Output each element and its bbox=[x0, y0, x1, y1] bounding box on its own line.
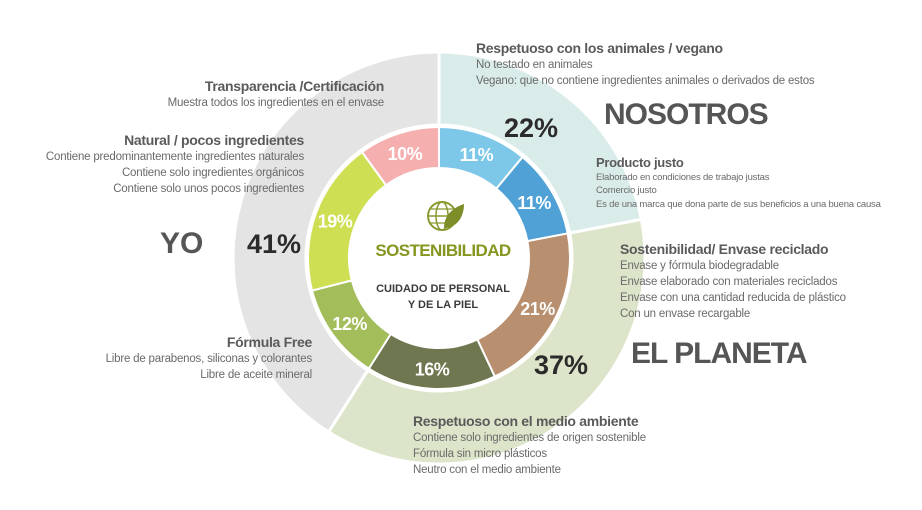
annotation-item: Contiene predominantemente ingredientes … bbox=[45, 150, 304, 163]
annotation-title: Sostenibilidad/ Envase reciclado bbox=[620, 241, 829, 257]
outer-pct-nosotros: 22% bbox=[504, 113, 559, 143]
inner-segment-label-7: 10% bbox=[388, 144, 423, 164]
annotation-item: Vegano: que no contiene ingredientes ani… bbox=[476, 74, 815, 87]
outer-segment-3 bbox=[231, 50, 441, 435]
inner-segment-label-2: 11% bbox=[517, 193, 551, 213]
annotation-item: Fórmula sin micro plásticos bbox=[413, 447, 547, 460]
annotation-item: Contiene solo ingredientes orgánicos bbox=[121, 166, 304, 179]
annotation-title: Natural / pocos ingredientes bbox=[124, 132, 304, 148]
annotation-item: No testado en animales bbox=[476, 58, 593, 71]
inner-segment-label-6: 19% bbox=[318, 212, 353, 232]
annotation-justo: Producto justo Elaborado en condiciones … bbox=[596, 155, 881, 212]
annotation-item: Neutro con el medio ambiente bbox=[413, 463, 561, 476]
inner-segment-label-4: 16% bbox=[415, 359, 450, 379]
annotation-item: Comercio justo bbox=[596, 185, 657, 197]
group-label-yo: YO bbox=[160, 227, 204, 260]
inner-segment-label-5: 12% bbox=[332, 314, 367, 334]
annotation-item: Elaborado en condiciones de trabajo just… bbox=[596, 171, 770, 183]
center-subtitle-line1: CUIDADO DE PERSONAL bbox=[376, 283, 510, 295]
annotation-natural: Natural / pocos ingredientes Contiene pr… bbox=[46, 132, 304, 197]
inner-segment-7 bbox=[360, 125, 440, 187]
annotation-item: Con un envase recargable bbox=[620, 308, 751, 321]
annotation-title: Respetuoso con el medio ambiente bbox=[413, 413, 639, 429]
annotation-item: Envase y fórmula biodegradable bbox=[620, 259, 779, 272]
annotation-title: Respetuoso con los animales / vegano bbox=[476, 40, 723, 56]
center-circle bbox=[351, 170, 527, 346]
annotation-item: Es de una marca que dona parte de sus be… bbox=[596, 199, 881, 211]
center-title: SOSTENIBILIDAD bbox=[375, 241, 510, 260]
inner-ring: 11% 11% 21% 16% 12% 19% 10% bbox=[307, 125, 571, 390]
annotation-item: Envase con una cantidad reducida de plás… bbox=[620, 291, 846, 304]
annotation-animales: Respetuoso con los animales / vegano No … bbox=[476, 40, 815, 89]
outer-pct-yo: 41% bbox=[247, 229, 302, 259]
outer-ring bbox=[231, 50, 647, 466]
annotation-item: Contiene solo unos pocos ingredientes bbox=[113, 182, 304, 195]
annotation-title: Producto justo bbox=[596, 155, 684, 170]
globe-leaf-icon bbox=[427, 201, 464, 231]
annotation-formula: Fórmula Free Libre de parabenos, silicon… bbox=[105, 334, 313, 383]
annotation-item: Envase elaborado con materiales reciclad… bbox=[620, 275, 838, 288]
annotation-item: Libre de aceite mineral bbox=[200, 368, 312, 381]
inner-segment-label-3: 21% bbox=[520, 299, 555, 319]
inner-segment-label-1: 11% bbox=[460, 145, 494, 165]
annotation-item: Contiene solo ingredientes de origen sos… bbox=[413, 431, 646, 444]
annotation-item: Muestra todos los ingredientes en el env… bbox=[167, 96, 385, 109]
annotation-medio: Respetuoso con el medio ambiente Contien… bbox=[413, 413, 646, 478]
annotation-envase: Sostenibilidad/ Envase reciclado Envase … bbox=[620, 241, 846, 322]
annotation-title: Fórmula Free bbox=[226, 334, 312, 350]
center-subtitle-line2: Y DE LA PIEL bbox=[408, 299, 479, 311]
annotation-item: Libre de parabenos, siliconas y colorant… bbox=[105, 352, 313, 365]
outer-pct-planeta: 37% bbox=[534, 350, 589, 380]
group-label-planeta: EL PLANETA bbox=[631, 337, 808, 370]
outer-segment-2 bbox=[326, 217, 647, 466]
annotation-transparencia: Transparencia /Certificación Muestra tod… bbox=[167, 78, 385, 111]
group-label-nosotros: NOSOTROS bbox=[604, 98, 769, 131]
annotation-title: Transparencia /Certificación bbox=[204, 78, 384, 94]
